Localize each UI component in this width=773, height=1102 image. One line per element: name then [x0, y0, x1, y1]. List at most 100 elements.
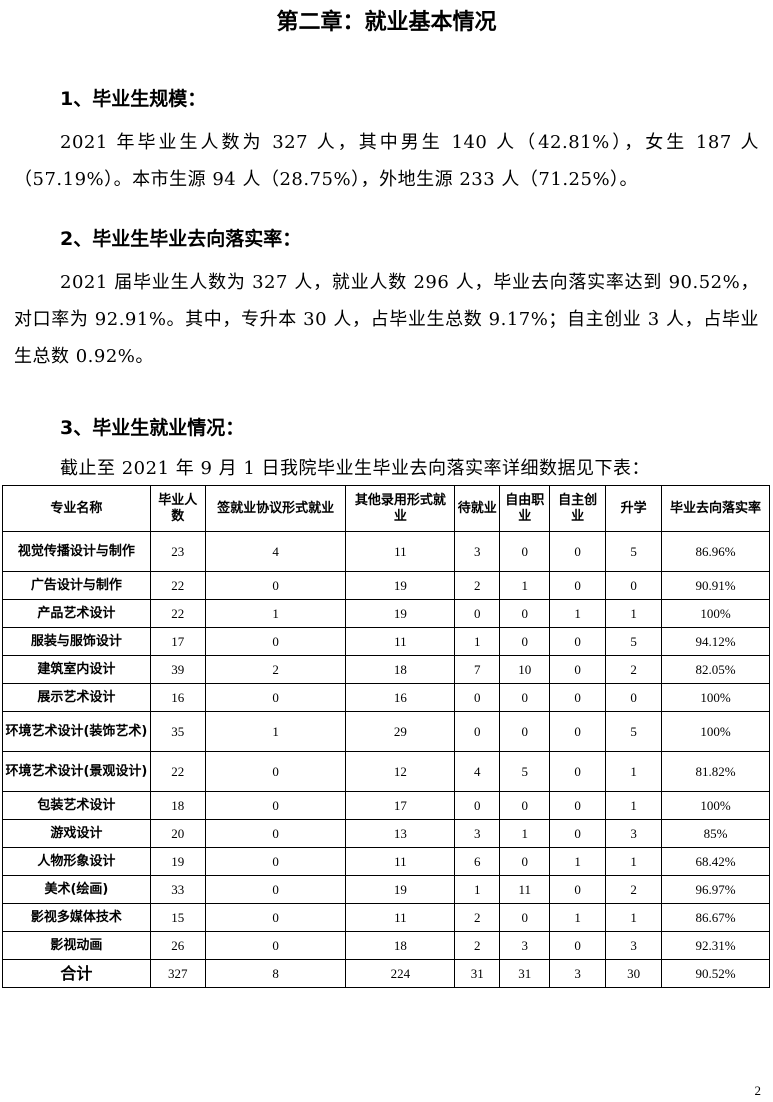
table-cell: 0	[204, 791, 347, 820]
table-cell: 31	[454, 959, 501, 988]
table-cell: 19	[345, 571, 456, 600]
table-cell: 1	[605, 903, 663, 932]
table-cell: 1	[549, 903, 607, 932]
table-cell: 18	[345, 655, 456, 684]
table-row: 影视多媒体技术 15 0 11 2 0 1 1 86.67%	[2, 903, 770, 932]
table-cell: 20	[149, 819, 206, 848]
table-row: 环境艺术设计(装饰艺术) 35 1 29 0 0 0 5 100%	[2, 711, 770, 752]
table-cell: 224	[345, 959, 456, 988]
table-cell: 2	[605, 655, 663, 684]
table-cell: 81.82%	[661, 751, 770, 792]
column-header: 其他录用形式就业	[345, 485, 456, 532]
section-heading-scale: 1、毕业生规模：	[60, 88, 207, 110]
table-cell: 0	[549, 655, 607, 684]
table-cell: 3	[605, 931, 663, 960]
table-cell: 0	[499, 531, 551, 572]
major-name-cell: 影视动画	[2, 931, 151, 960]
section-heading-employment: 3、毕业生就业情况：	[60, 417, 245, 439]
table-cell: 22	[149, 571, 206, 600]
table-cell: 1	[549, 847, 607, 876]
major-name-cell: 游戏设计	[2, 819, 151, 848]
column-header: 升学	[605, 485, 663, 532]
table-cell: 90.91%	[661, 571, 770, 600]
major-name-cell: 环境艺术设计(景观设计)	[2, 751, 151, 792]
table-header-row: 专业名称 毕业人数 签就业协议形式就业 其他录用形式就业 待就业 自由职业 自主创业 升学 毕业…	[2, 485, 770, 532]
table-cell: 0	[549, 791, 607, 820]
table-cell: 2	[454, 571, 501, 600]
major-name-cell: 合计	[2, 959, 151, 988]
table-cell: 0	[549, 819, 607, 848]
table-cell: 19	[345, 875, 456, 904]
table-cell: 18	[345, 931, 456, 960]
table-cell: 11	[345, 903, 456, 932]
column-header: 待就业	[454, 485, 501, 532]
table-cell: 0	[204, 903, 347, 932]
table-cell: 15	[149, 903, 206, 932]
table-cell: 1	[605, 751, 663, 792]
major-name-cell: 产品艺术设计	[2, 599, 151, 628]
table-row: 广告设计与制作 22 0 19 2 1 0 0 90.91%	[2, 571, 770, 600]
table-cell: 90.52%	[661, 959, 770, 988]
table-cell: 85%	[661, 819, 770, 848]
table-cell: 11	[345, 627, 456, 656]
major-name-cell: 人物形象设计	[2, 847, 151, 876]
column-header: 自主创业	[549, 485, 607, 532]
table-cell: 0	[605, 683, 663, 712]
table-cell: 17	[149, 627, 206, 656]
table-cell: 0	[499, 847, 551, 876]
table-row: 环境艺术设计(景观设计) 22 0 12 4 5 0 1 81.82%	[2, 751, 770, 792]
table-cell: 0	[204, 683, 347, 712]
table-cell: 94.12%	[661, 627, 770, 656]
table-cell: 0	[549, 627, 607, 656]
table-cell: 11	[499, 875, 551, 904]
table-cell: 12	[345, 751, 456, 792]
table-cell: 5	[605, 627, 663, 656]
table-cell: 68.42%	[661, 847, 770, 876]
table-cell: 2	[204, 655, 347, 684]
column-header: 签就业协议形式就业	[204, 485, 347, 532]
table-cell: 1	[549, 599, 607, 628]
table-cell: 100%	[661, 599, 770, 628]
major-name-cell: 广告设计与制作	[2, 571, 151, 600]
table-row: 人物形象设计 19 0 11 6 0 1 1 68.42%	[2, 847, 770, 876]
table-cell: 23	[149, 531, 206, 572]
table-cell: 2	[454, 931, 501, 960]
table-cell: 16	[345, 683, 456, 712]
column-header: 毕业去向落实率	[661, 485, 770, 532]
table-cell: 0	[549, 711, 607, 752]
table-row: 视觉传播设计与制作 23 4 11 3 0 0 5 86.96%	[2, 531, 770, 572]
table-cell: 18	[149, 791, 206, 820]
table-cell: 0	[499, 683, 551, 712]
table-row: 影视动画 26 0 18 2 3 0 3 92.31%	[2, 931, 770, 960]
table-cell: 0	[204, 875, 347, 904]
table-cell: 0	[454, 683, 501, 712]
table-cell: 96.97%	[661, 875, 770, 904]
table-cell: 1	[204, 711, 347, 752]
major-name-cell: 环境艺术设计(装饰艺术)	[2, 711, 151, 752]
table-cell: 0	[499, 627, 551, 656]
major-name-cell: 美术(绘画)	[2, 875, 151, 904]
table-cell: 26	[149, 931, 206, 960]
table-cell: 0	[549, 571, 607, 600]
table-cell: 0	[454, 711, 501, 752]
table-cell: 3	[549, 959, 607, 988]
table-cell: 0	[204, 819, 347, 848]
table-cell: 8	[204, 959, 347, 988]
paragraph-rate: 2021 届毕业生人数为 327 人，就业人数 296 人，毕业去向落实率达到 …	[14, 272, 759, 367]
table-cell: 2	[454, 903, 501, 932]
table-row: 游戏设计 20 0 13 3 1 0 3 85%	[2, 819, 770, 848]
major-name-cell: 建筑室内设计	[2, 655, 151, 684]
table-cell: 0	[499, 791, 551, 820]
table-cell: 86.96%	[661, 531, 770, 572]
employment-table: 专业名称 毕业人数 签就业协议形式就业 其他录用形式就业 待就业 自由职业 自主创业 升学 毕业…	[2, 485, 770, 988]
table-cell: 10	[499, 655, 551, 684]
chapter-title: 第二章：就业基本情况	[276, 10, 497, 35]
table-cell: 1	[499, 571, 551, 600]
table-cell: 2	[605, 875, 663, 904]
table-cell: 0	[204, 751, 347, 792]
table-cell: 16	[149, 683, 206, 712]
table-row: 服装与服饰设计 17 0 11 1 0 0 5 94.12%	[2, 627, 770, 656]
table-cell: 0	[204, 931, 347, 960]
table-cell: 5	[499, 751, 551, 792]
table-cell: 13	[345, 819, 456, 848]
